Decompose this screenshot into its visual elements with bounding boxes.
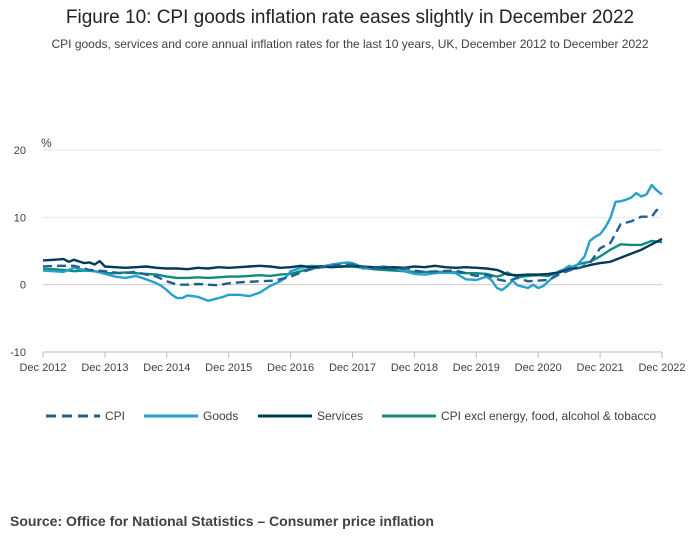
x-axis: Dec 2012 Dec 2013 Dec 2014 Dec 2015 Dec 2016… (19, 351, 686, 374)
legend: CPI Goods Services CPI excl energy, food, a… (46, 409, 657, 423)
y-axis-label: % (41, 136, 52, 150)
x-tick-label: Dec 2019 (453, 362, 500, 374)
legend-label: CPI excl energy, food, alcohol & tobacco (441, 409, 657, 423)
chart-title: Figure 10: CPI goods inflation rate ease… (65, 7, 635, 28)
x-tick-label: Dec 2013 (81, 362, 128, 374)
x-tick-label: Dec 2017 (329, 362, 376, 374)
x-tick-label: Dec 2022 (638, 362, 685, 374)
x-tick-label: Dec 2016 (267, 362, 314, 374)
y-tick-label: -10 (10, 347, 26, 359)
gridlines (43, 149, 662, 353)
legend-label: Goods (203, 409, 238, 423)
y-tick-label: 20 (14, 145, 26, 157)
y-tick-label: 0 (20, 280, 26, 292)
series-line-services (42, 237, 663, 277)
x-tick-label: Dec 2021 (577, 362, 624, 374)
y-tick-label: 10 (14, 212, 26, 224)
series-lines (42, 183, 663, 302)
series-line-goods (42, 183, 663, 302)
x-tick-label: Dec 2012 (19, 362, 66, 374)
x-tick-label: Dec 2015 (205, 362, 252, 374)
series-line-cpi (42, 208, 663, 287)
legend-label: CPI (105, 409, 125, 423)
x-tick-label: Dec 2018 (391, 362, 438, 374)
y-axis: -10 0 10 20 (10, 145, 26, 359)
series-line-cpi-excl-energy-food-alcohol-tobacco (43, 239, 663, 280)
source-note: Source: Office for National Statistics –… (10, 513, 434, 529)
x-tick-label: Dec 2014 (143, 362, 190, 374)
chart-subtitle: CPI goods, services and core annual infl… (51, 37, 649, 51)
legend-label: Services (317, 409, 363, 423)
x-tick-label: Dec 2020 (515, 362, 562, 374)
